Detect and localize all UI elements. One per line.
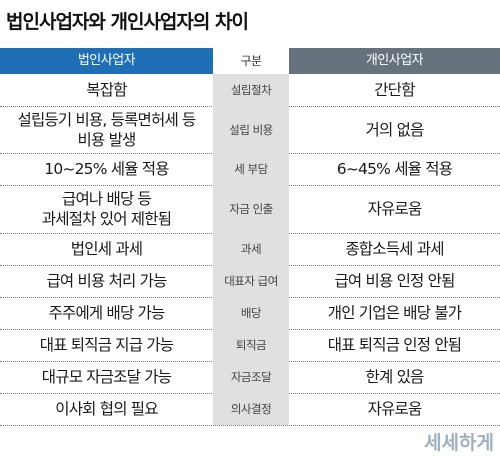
category-cell: 의사결정 <box>213 393 289 425</box>
table-row: 대규모 자금조달 가능 자금조달 한계 있음 <box>0 361 500 394</box>
table-row: 10~25% 세율 적용 세 부담 6~45% 세율 적용 <box>0 153 500 186</box>
brand-logo: 세세하게 <box>424 432 494 454</box>
corporate-cell: 복잡함 <box>86 81 127 99</box>
corporate-cell: 법인세 과세 <box>70 240 143 258</box>
category-cell: 과세 <box>213 233 289 265</box>
header-individual: 개인사업자 <box>289 48 500 74</box>
corporate-cell: 대표 퇴직금 지급 가능 <box>39 336 174 354</box>
table-row: 이사회 협의 필요 의사결정 자유로움 <box>0 393 500 426</box>
individual-cell: 급여 비용 인정 안됨 <box>334 272 455 290</box>
corporate-cell: 급여 비용 처리 가능 <box>46 272 167 290</box>
table-row: 급여 비용 처리 가능 대표자 급여 급여 비용 인정 안됨 <box>0 265 500 298</box>
corporate-cell: 주주에게 배당 가능 <box>48 304 166 322</box>
category-cell: 배당 <box>213 297 289 329</box>
corporate-cell: 설립등기 비용, 등록면허세 등 비용 발생 <box>17 110 196 149</box>
individual-cell: 자유로움 <box>367 400 423 418</box>
category-cell: 자금조달 <box>213 361 289 393</box>
individual-cell: 6~45% 세율 적용 <box>336 160 453 178</box>
category-cell: 설립절차 <box>213 74 289 106</box>
table-row: 법인세 과세 과세 종합소득세 과세 <box>0 233 500 266</box>
corporate-cell: 대규모 자금조달 가능 <box>41 368 172 386</box>
page-title: 법인사업자와 개인사업자의 차이 <box>6 11 249 33</box>
header-category: 구분 <box>213 48 289 74</box>
category-cell: 자금 인출 <box>213 185 289 233</box>
category-cell: 세 부담 <box>213 153 289 185</box>
table-row: 급여나 배당 등 과세절차 있어 제한됨 자금 인출 자유로움 <box>0 185 500 234</box>
individual-cell: 거의 없음 <box>365 120 425 139</box>
table-row: 설립등기 비용, 등록면허세 등 비용 발생 설립 비용 거의 없음 <box>0 106 500 154</box>
individual-cell: 개인 기업은 배당 불가 <box>327 304 462 322</box>
individual-cell: 간단함 <box>374 81 415 99</box>
individual-cell: 대표 퇴직금 인정 안됨 <box>327 336 462 354</box>
table-row: 대표 퇴직금 지급 가능 퇴직금 대표 퇴직금 인정 안됨 <box>0 329 500 362</box>
individual-cell: 자유로움 <box>367 200 423 218</box>
category-cell: 대표자 급여 <box>213 265 289 297</box>
corporate-cell: 이사회 협의 필요 <box>55 400 158 418</box>
corporate-cell: 10~25% 세율 적용 <box>44 160 169 178</box>
individual-cell: 종합소득세 과세 <box>345 240 444 258</box>
header-corporate: 법인사업자 <box>0 48 213 74</box>
table-row: 주주에게 배당 가능 배당 개인 기업은 배당 불가 <box>0 297 500 330</box>
category-cell: 퇴직금 <box>213 329 289 361</box>
category-cell: 설립 비용 <box>213 106 289 153</box>
individual-cell: 한계 있음 <box>365 368 425 386</box>
corporate-cell: 급여나 배당 등 과세절차 있어 제한됨 <box>41 190 172 228</box>
table-row: 복잡함 설립절차 간단함 <box>0 74 500 107</box>
table-header: 법인사업자 구분 개인사업자 <box>0 48 500 74</box>
